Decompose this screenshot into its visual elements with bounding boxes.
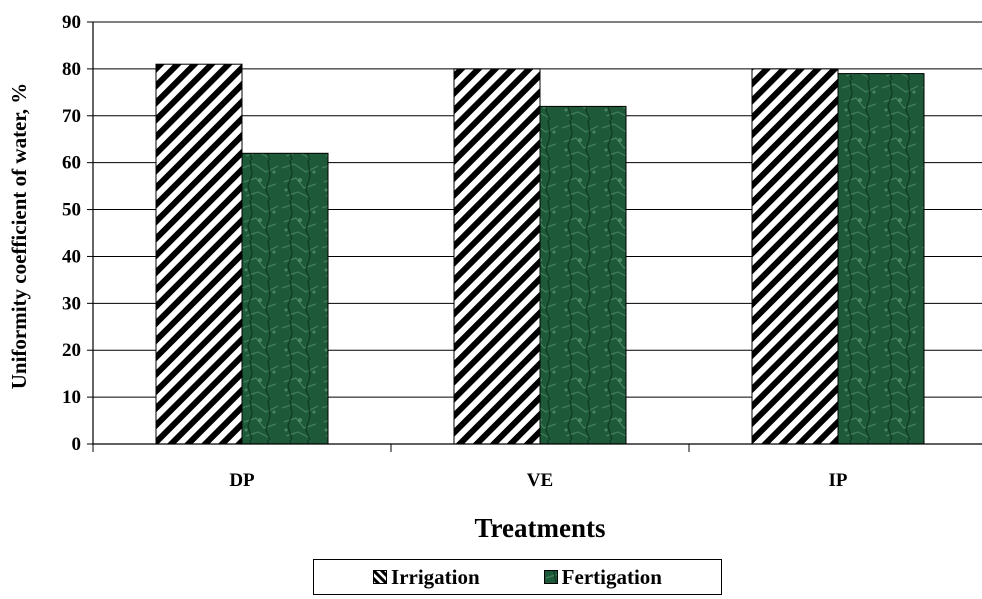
bar-fertigation-dp: [241, 152, 329, 445]
bar-irrigation-dp: [155, 63, 243, 445]
legend-label-fertigation: Fertigation: [561, 564, 662, 589]
x-axis-title: Treatments: [475, 513, 606, 543]
bar-irrigation-ip: [751, 68, 839, 445]
legend-label-irrigation: Irrigation: [391, 564, 480, 589]
x-tick-label: DP: [229, 470, 255, 491]
y-tick-label: 90: [62, 12, 81, 33]
legend-swatch-irrigation: [373, 570, 388, 584]
bar-irrigation-ve: [453, 68, 541, 445]
y-axis-title: Uniformity coefficient of water, %: [7, 83, 31, 390]
y-tick-label: 20: [62, 340, 81, 361]
bar-fertigation-ve: [539, 105, 627, 445]
y-tick-label: 40: [62, 246, 81, 267]
chart-legend: Irrigation Fertigation: [313, 559, 722, 595]
legend-item-irrigation: Irrigation: [373, 565, 480, 590]
y-tick-label: 50: [62, 200, 81, 221]
y-tick-label: 80: [62, 59, 81, 80]
legend-item-fertigation: Fertigation: [543, 564, 662, 590]
legend-swatch-fertigation: [543, 570, 558, 584]
x-tick-label: IP: [829, 470, 848, 491]
y-tick-label: 10: [62, 387, 81, 408]
y-tick-label: 60: [62, 153, 81, 174]
y-tick-label: 70: [62, 106, 81, 127]
y-tick-label: 0: [72, 434, 82, 455]
x-tick-label: VE: [527, 470, 553, 491]
bar-fertigation-ip: [837, 73, 925, 445]
y-tick-label: 30: [62, 293, 81, 314]
